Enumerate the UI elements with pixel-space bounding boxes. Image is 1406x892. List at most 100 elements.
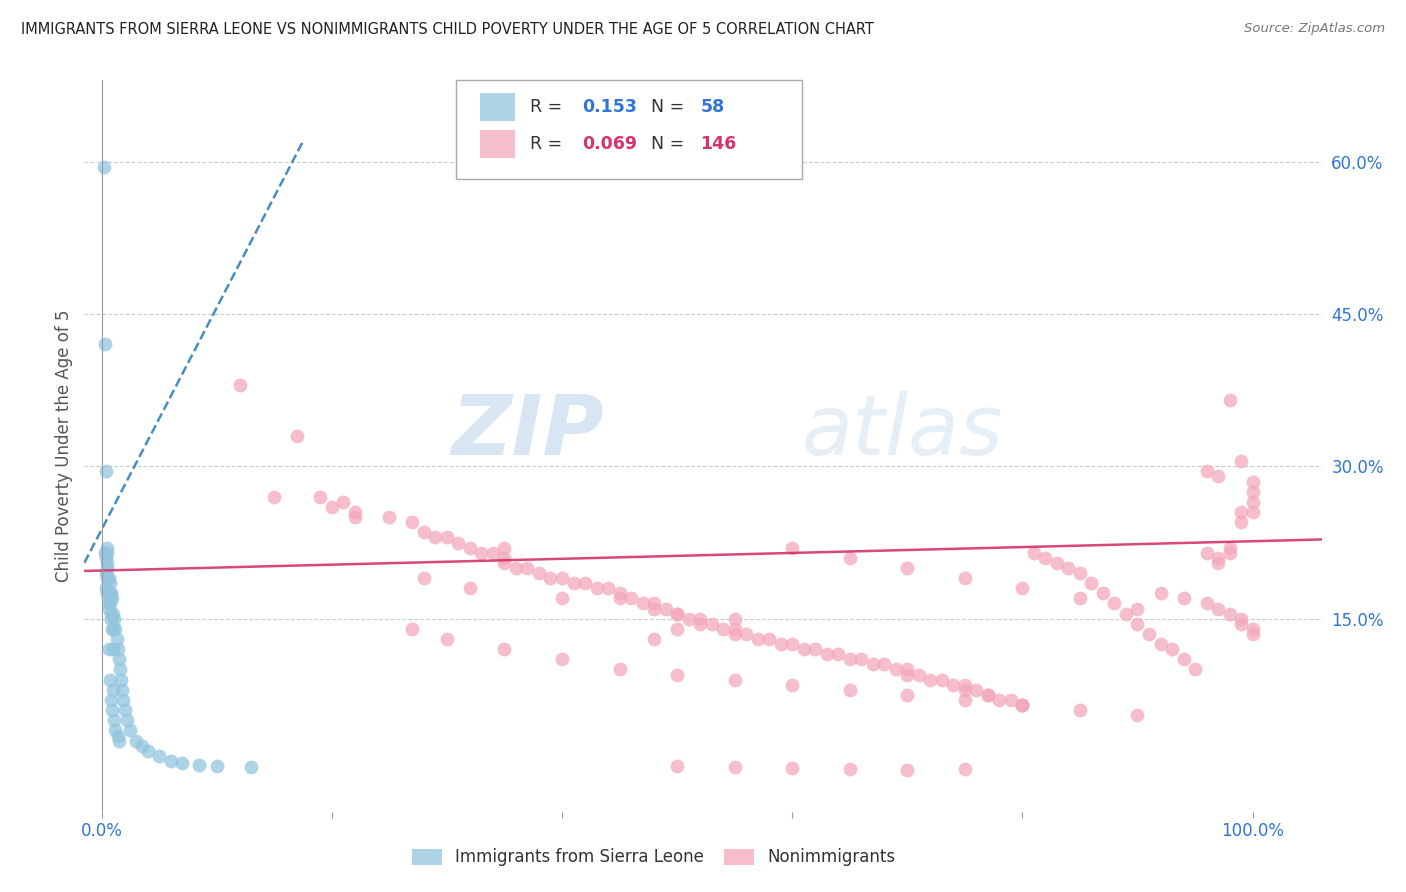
Point — [780, 541, 803, 555]
Point — [107, 729, 129, 743]
Point — [100, 612, 122, 626]
Point — [643, 601, 665, 615]
Point — [1115, 607, 1137, 621]
Point — [1011, 698, 1033, 712]
Point — [148, 748, 170, 763]
Point — [896, 763, 918, 777]
Point — [1241, 627, 1264, 641]
Point — [804, 642, 827, 657]
Point — [101, 682, 124, 697]
Point — [96, 586, 118, 600]
Point — [620, 591, 643, 606]
Point — [643, 597, 665, 611]
Point — [711, 622, 734, 636]
Point — [666, 607, 689, 621]
Point — [98, 586, 121, 600]
Point — [988, 693, 1011, 707]
Point — [724, 760, 747, 774]
Point — [101, 622, 124, 636]
Point — [108, 652, 131, 666]
Point — [401, 515, 423, 529]
Point — [700, 616, 723, 631]
Point — [103, 612, 125, 626]
Point — [1241, 495, 1264, 509]
Point — [96, 571, 118, 585]
Point — [136, 744, 159, 758]
Point — [516, 561, 538, 575]
Point — [815, 647, 838, 661]
Point — [100, 586, 122, 600]
Point — [96, 566, 118, 580]
Point — [1069, 591, 1091, 606]
Point — [115, 714, 138, 728]
Point — [953, 571, 976, 585]
Point — [101, 642, 124, 657]
Point — [458, 581, 481, 595]
Point — [105, 632, 128, 646]
Point — [551, 571, 574, 585]
Text: ZIP: ZIP — [451, 391, 605, 472]
Point — [666, 759, 689, 773]
Point — [125, 733, 148, 747]
Point — [205, 759, 228, 773]
Point — [321, 500, 343, 514]
Point — [101, 703, 124, 717]
Point — [609, 586, 631, 600]
Point — [100, 607, 122, 621]
Legend: Immigrants from Sierra Leone, Nonimmigrants: Immigrants from Sierra Leone, Nonimmigra… — [405, 841, 903, 873]
Point — [551, 591, 574, 606]
Point — [977, 688, 1000, 702]
Point — [96, 556, 118, 570]
Point — [1104, 597, 1126, 611]
Point — [977, 688, 1000, 702]
Point — [240, 760, 263, 774]
Point — [1011, 698, 1033, 712]
Text: 58: 58 — [700, 98, 724, 116]
Point — [873, 657, 896, 672]
Point — [666, 667, 689, 681]
Point — [689, 612, 711, 626]
Point — [1241, 622, 1264, 636]
Point — [104, 723, 127, 738]
Point — [131, 739, 153, 753]
Point — [780, 637, 803, 651]
Point — [666, 622, 689, 636]
Point — [436, 530, 458, 544]
Point — [596, 581, 619, 595]
Point — [447, 535, 470, 549]
Point — [96, 546, 118, 560]
Point — [1149, 586, 1171, 600]
Point — [1126, 708, 1149, 723]
Point — [114, 703, 136, 717]
Point — [1080, 576, 1102, 591]
Point — [724, 673, 747, 687]
Point — [1137, 627, 1160, 641]
Point — [1069, 703, 1091, 717]
Point — [94, 337, 117, 351]
Point — [1230, 515, 1253, 529]
Point — [643, 632, 665, 646]
Point — [1206, 601, 1229, 615]
Point — [1230, 612, 1253, 626]
Text: R =: R = — [530, 135, 568, 153]
Point — [780, 761, 803, 775]
Point — [1173, 591, 1195, 606]
Point — [111, 682, 134, 697]
Point — [1206, 469, 1229, 483]
Point — [98, 597, 121, 611]
Point — [896, 688, 918, 702]
Point — [96, 581, 118, 595]
Point — [229, 378, 252, 392]
Point — [470, 546, 492, 560]
Point — [188, 758, 211, 772]
Point — [96, 464, 118, 478]
Point — [862, 657, 884, 672]
Point — [494, 642, 516, 657]
Point — [425, 530, 447, 544]
Point — [110, 673, 132, 687]
Point — [551, 652, 574, 666]
Point — [953, 693, 976, 707]
Point — [332, 495, 354, 509]
Point — [482, 546, 505, 560]
Point — [103, 714, 125, 728]
